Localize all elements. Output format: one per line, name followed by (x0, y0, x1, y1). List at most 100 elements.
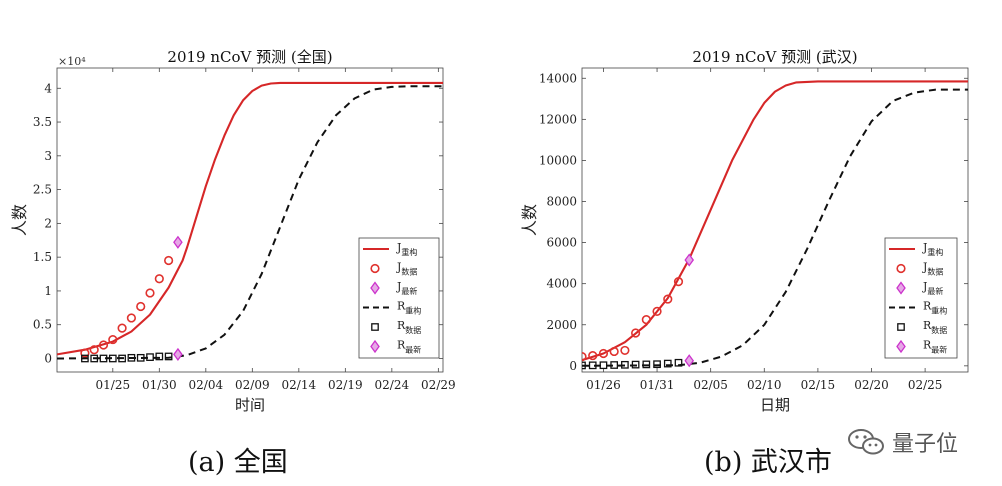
legend-label: R重构 (923, 300, 947, 316)
legend: J重构 J数据 J最新 R重构 R数据 R最新 (884, 237, 958, 359)
y-tick-label: 8000 (546, 195, 577, 209)
series-line-J-reconstruct (582, 80, 968, 362)
J-data-point (620, 345, 630, 356)
x-tick-label: 02/20 (854, 378, 889, 392)
legend-swatch (370, 339, 380, 354)
plot-area (582, 80, 968, 370)
x-tick-label: 01/26 (586, 378, 621, 392)
x-tick-label: 02/29 (421, 378, 456, 392)
x-tick-label: 02/25 (908, 378, 943, 392)
R-data-point (599, 361, 608, 370)
legend-label: R重构 (397, 300, 421, 316)
J-data-point (582, 351, 587, 362)
legend-label: R最新 (923, 339, 947, 355)
y-tick-label: 3 (44, 149, 52, 163)
x-tick-label: 02/15 (801, 378, 836, 392)
watermark-text: 量子位 (892, 432, 959, 457)
y-tick-label: 1.5 (33, 250, 52, 264)
legend-label: J数据 (396, 261, 417, 277)
J-data-point (108, 334, 118, 345)
R-data-point (674, 358, 683, 367)
R-data-point (146, 353, 154, 361)
J-data-point (89, 345, 99, 355)
legend-label: J最新 (922, 280, 943, 296)
y-tick-label: 4 (44, 81, 52, 95)
R-data-point (127, 353, 136, 362)
J-data-point (652, 306, 662, 317)
chart-title: 2019 nCoV 预测 (全国) (167, 48, 332, 66)
J-data-point (663, 294, 673, 304)
R-data-point (653, 360, 661, 369)
R-data-point (81, 354, 89, 363)
legend-label: R数据 (923, 319, 947, 335)
R-data-point (108, 354, 117, 363)
R-data-point (621, 360, 629, 369)
y-tick-label: 6000 (546, 236, 577, 250)
J-data-point (154, 274, 164, 284)
chart-wuhan: 0 2000 4000 6000 8000 10000 12000 14000 01/26 01/… (520, 48, 969, 414)
x-tick-label: 02/14 (282, 378, 317, 392)
x-tick-label: 01/31 (640, 378, 675, 392)
y-axis-label: 人数 (10, 204, 29, 236)
x-tick-label: 02/10 (747, 378, 782, 392)
x-tick-label: 02/24 (375, 378, 410, 392)
latest-point (173, 347, 183, 362)
y-tick-label: 3.5 (33, 115, 52, 129)
latest-point (684, 253, 695, 267)
R-data-point (631, 360, 640, 369)
R-data-point (90, 354, 99, 363)
J-data-point (588, 350, 598, 361)
series-line-J-reconstruct (57, 81, 443, 356)
legend-box (884, 237, 958, 359)
R-data-point (155, 352, 164, 361)
J-data-point (641, 315, 651, 325)
x-tick-label: 02/05 (693, 378, 728, 392)
latest-point (684, 354, 695, 368)
legend-label: J重构 (396, 241, 417, 257)
R-data-point (582, 361, 586, 370)
R-data-point (588, 361, 597, 370)
J-data-point (145, 288, 155, 298)
R-data-point (642, 360, 651, 369)
y-tick-label: 14000 (539, 71, 577, 85)
y-tick-label: 0.5 (33, 318, 52, 332)
J-data-point (631, 328, 641, 338)
legend: J重构 J数据 J最新 R重构 R数据 R最新 (358, 237, 440, 359)
caption-a: (a) 全国 (188, 447, 288, 478)
plot-frame (56, 67, 444, 373)
J-data-point (164, 255, 174, 266)
y-tick-label: 2000 (546, 318, 577, 332)
R-data-point (663, 359, 672, 368)
legend-swatch (371, 323, 379, 331)
legend-label: R最新 (397, 339, 421, 355)
R-data-point (118, 354, 126, 363)
latest-point (173, 235, 183, 249)
x-tick-label: 02/04 (189, 378, 224, 392)
R-data-point (164, 352, 173, 361)
x-tick-label: 02/19 (328, 378, 363, 392)
y-tick-label: 2 (44, 216, 52, 230)
R-data-point (136, 353, 145, 362)
y-tick-label: 4000 (546, 277, 577, 291)
x-tick-label: 01/25 (96, 378, 131, 392)
J-data-point (609, 346, 619, 357)
x-tick-label: 01/30 (142, 378, 177, 392)
x-tick-label: 02/09 (235, 378, 270, 392)
legend-label: J最新 (396, 280, 417, 296)
chart-national: 0 0.5 1 1.5 2 2.5 3 3.5 4 01/25 01/30 02/04 02/09 02/… (10, 48, 456, 414)
J-data-point (117, 323, 127, 333)
legend-label: J重构 (922, 241, 943, 257)
x-axis-label: 日期 (760, 396, 790, 414)
legend-swatch (896, 281, 906, 295)
legend-swatch (897, 323, 905, 331)
legend-swatch (370, 281, 380, 295)
J-data-point (673, 277, 684, 287)
watermark: 量子位 (846, 426, 958, 458)
y-multiplier-label: ×10⁴ (58, 55, 86, 68)
legend-label: R数据 (397, 319, 421, 335)
y-tick-label: 2.5 (33, 183, 52, 197)
legend-box (358, 237, 440, 359)
legend-label: J数据 (922, 261, 943, 277)
y-axis-label: 人数 (520, 204, 539, 236)
J-data-point (598, 348, 609, 359)
